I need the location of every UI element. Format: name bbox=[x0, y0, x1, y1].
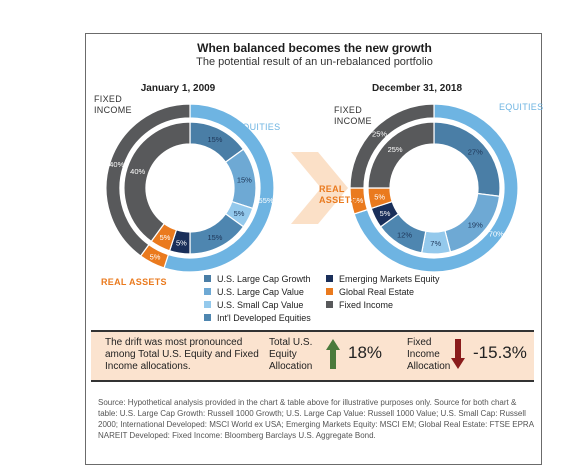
fixed-income-allocation-label: Fixed Income Allocation bbox=[407, 337, 451, 372]
legend-item-u-s-large-cap-growth: U.S. Large Cap Growth bbox=[204, 272, 311, 285]
legend-label: Global Real Estate bbox=[339, 286, 415, 297]
drift-text: The drift was most pronounced among Tota… bbox=[105, 337, 259, 372]
legend-swatch bbox=[204, 288, 211, 295]
chart1-real-assets-label-line1: REAL bbox=[319, 184, 345, 194]
legend-item-global-real-estate: Global Real Estate bbox=[326, 285, 440, 298]
chart0-equities-label: EQUITIES bbox=[236, 122, 280, 132]
equity-change-value: 18% bbox=[348, 343, 383, 362]
legend-swatch bbox=[204, 314, 211, 321]
legend-item-u-s-small-cap-value: U.S. Small Cap Value bbox=[204, 298, 311, 311]
donut-charts: January 1, 2009 55% 5% 40% 15% 15% 5% 15% 5% 5% 40… bbox=[94, 83, 543, 287]
chart0-outer-label-real-assets: 5% bbox=[150, 253, 161, 262]
chart1-real-assets-label-line2: ASSETS bbox=[319, 195, 357, 205]
chart1-fixed-income-label-line2: INCOME bbox=[334, 116, 372, 126]
chart0-inner-label-u-s-small-cap-value: 5% bbox=[234, 209, 245, 218]
chart0-inner-slice-fixed-income bbox=[123, 121, 191, 243]
chart0-fixed-income-label-line1: FIXED bbox=[94, 94, 122, 104]
chart0-inner-label-emerging-markets-equity: 5% bbox=[176, 238, 187, 247]
source-note: Source: Hypothetical analysis provided i… bbox=[98, 398, 534, 440]
legend-swatch bbox=[326, 301, 333, 308]
equity-allocation-label: Total U.S. Equity Allocation bbox=[269, 337, 313, 372]
legend-label: U.S. Small Cap Value bbox=[217, 299, 304, 310]
chart1-inner-label-global-real-estate: 5% bbox=[374, 193, 385, 202]
chart1-outer-label-fixed-income: 25% bbox=[372, 130, 387, 139]
down-arrow-icon bbox=[451, 339, 465, 369]
transition-chevron-icon bbox=[291, 152, 348, 224]
legend-label: Fixed Income bbox=[339, 299, 394, 310]
chart0-outer-slice-fixed-income bbox=[105, 103, 191, 257]
chart0-outer-label-equities: 55% bbox=[259, 196, 274, 205]
chart0-inner-label-int-l-developed-equities: 15% bbox=[207, 233, 222, 242]
chart1-inner-label-u-s-large-cap-growth: 27% bbox=[468, 148, 483, 157]
legend-swatch bbox=[326, 288, 333, 295]
legend-swatch bbox=[204, 275, 211, 282]
chart1-fixed-income-label-line1: FIXED bbox=[334, 105, 362, 115]
chart0-real-assets-label: REAL ASSETS bbox=[101, 277, 167, 287]
chart1-outer-slice-fixed-income bbox=[349, 103, 435, 189]
legend-item-fixed-income: Fixed Income bbox=[326, 298, 440, 311]
chart1-outer-label-real-assets: 5% bbox=[353, 196, 364, 205]
legend-item-u-s-large-cap-value: U.S. Large Cap Value bbox=[204, 285, 311, 298]
chart0-inner-label-global-real-estate: 5% bbox=[160, 233, 171, 242]
chart0-outer-label-fixed-income: 40% bbox=[109, 160, 124, 169]
chart0-inner-label-u-s-large-cap-growth: 15% bbox=[207, 135, 222, 144]
chart1-outer-label-equities: 70% bbox=[489, 229, 504, 238]
chart1-inner-label-int-l-developed-equities: 12% bbox=[397, 230, 412, 239]
fixed-income-change-value: -15.3% bbox=[473, 343, 527, 362]
chart-title: When balanced becomes the new growth bbox=[197, 41, 432, 55]
chart1-inner-label-emerging-markets-equity: 5% bbox=[380, 209, 391, 218]
legend-right: Emerging Markets Equity Global Real Estat… bbox=[326, 272, 440, 311]
legend-label: Int'l Developed Equities bbox=[217, 312, 311, 323]
drift-callout: The drift was most pronounced among Tota… bbox=[91, 330, 534, 382]
chart1-inner-label-fixed-income: 25% bbox=[388, 145, 403, 154]
infographic-frame: When balanced becomes the new growth The… bbox=[85, 33, 543, 465]
up-arrow-icon bbox=[326, 339, 340, 369]
legend-swatch bbox=[326, 275, 333, 282]
chart1-date-title: December 31, 2018 bbox=[372, 83, 463, 94]
chart0-date-title: January 1, 2009 bbox=[141, 83, 216, 94]
chart1-inner-slice-fixed-income bbox=[367, 121, 435, 189]
legend-label: Emerging Markets Equity bbox=[339, 273, 440, 284]
chart1-inner-label-u-s-large-cap-value: 19% bbox=[468, 220, 483, 229]
legend-swatch bbox=[204, 301, 211, 308]
legend-left: U.S. Large Cap Growth U.S. Large Cap Valu… bbox=[204, 272, 311, 324]
legend-label: U.S. Large Cap Value bbox=[217, 286, 304, 297]
chart1-inner-label-u-s-small-cap-value: 7% bbox=[430, 239, 441, 248]
legend-item-int-l-developed-equities: Int'l Developed Equities bbox=[204, 311, 311, 324]
chart1-equities-label: EQUITIES bbox=[499, 102, 543, 112]
chart0-inner-label-fixed-income: 40% bbox=[130, 167, 145, 176]
chart-subtitle: The potential result of an un-rebalanced… bbox=[196, 56, 433, 68]
legend-label: U.S. Large Cap Growth bbox=[217, 273, 311, 284]
chart0-fixed-income-label-line2: INCOME bbox=[94, 105, 132, 115]
legend-item-emerging-markets-equity: Emerging Markets Equity bbox=[326, 272, 440, 285]
chart0-inner-label-u-s-large-cap-value: 15% bbox=[237, 175, 252, 184]
